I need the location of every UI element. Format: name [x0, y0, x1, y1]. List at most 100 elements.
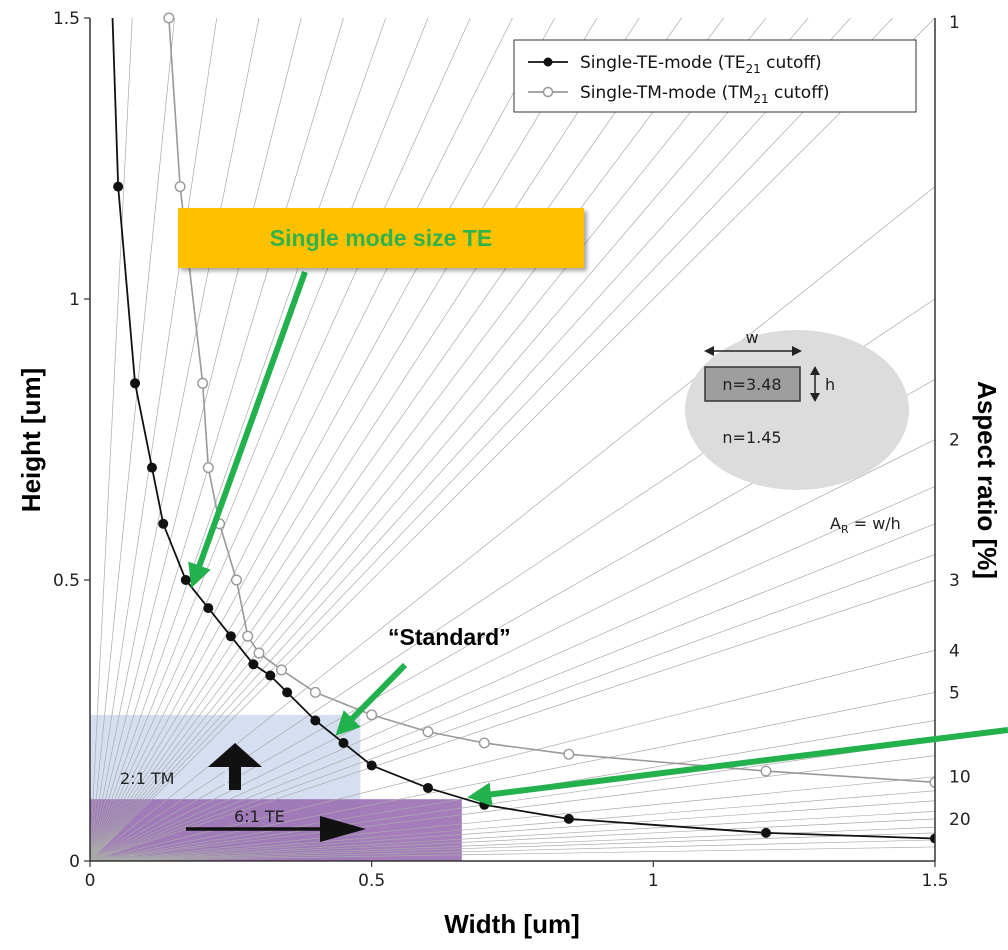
tm-point: [197, 377, 209, 389]
y-tick-label: 0.5: [53, 571, 80, 591]
te-point: [248, 659, 259, 670]
legend-tm-marker: [542, 86, 554, 98]
aspect-ratio-ray: [90, 839, 935, 861]
te-point: [265, 670, 276, 681]
y2-axis-title: Aspect ratio [%]: [972, 381, 1002, 579]
te-point: [310, 715, 321, 726]
aspect-ratio-ray: [90, 439, 935, 861]
aspect-ratio-ray: [90, 832, 935, 861]
cladding-label: n=1.45: [722, 428, 781, 447]
aspect-ratio-ray: [90, 18, 725, 861]
aspect-ratio-label: 2: [949, 431, 960, 451]
region-annotations: 2:1 TM 6:1 TE: [120, 743, 366, 842]
aspect-ratio-rays: [90, 18, 935, 861]
te-point: [282, 687, 293, 698]
single-mode-callout: Single mode size TE: [178, 208, 584, 268]
y-ticks: 0 0.5 1 1.5: [53, 9, 90, 872]
x-axis-title: Width [um]: [444, 909, 580, 939]
aspect-ratio-labels: 1 2 3 4 5 10 20: [949, 13, 971, 830]
y-tick-label: 0: [69, 852, 80, 872]
aspect-ratio-ray: [90, 755, 935, 861]
tm-point: [563, 748, 575, 760]
tm-point: [163, 12, 175, 24]
aspect-ratio-ray: [90, 800, 935, 861]
te-point: [479, 799, 490, 810]
aspect-ratio-ray: [90, 18, 598, 861]
te-point: [130, 378, 141, 389]
aspect-ratio-ray: [90, 18, 851, 861]
aspect-ratio-ray: [90, 818, 935, 861]
te-point: [338, 737, 349, 748]
aspect-ratio-ray: [90, 523, 935, 861]
tm-point: [309, 686, 321, 698]
aspect-ratio-ray: [90, 298, 935, 861]
aspect-formula-suffix: = w/h: [849, 514, 901, 533]
aspect-ratio-ray: [90, 649, 935, 861]
aspect-ratio-ray: [90, 18, 809, 861]
tm-point: [929, 776, 935, 788]
aspect-ratio-ray: [90, 18, 935, 861]
core-rect: [704, 366, 801, 402]
aspect-ratio-label: 20: [949, 810, 971, 830]
y-axis-title: Height [um]: [16, 368, 46, 512]
callout-arrows: [188, 270, 1008, 807]
aspect-ratio-ray: [90, 692, 935, 861]
waveguide-inset: w n=3.48 h n=1.45 AR = w/h: [685, 328, 909, 536]
core-label: n=3.48: [722, 375, 781, 394]
aspect-ratio-ray: [90, 790, 935, 861]
aspect-ratio-ray: [90, 811, 935, 861]
tm-point: [253, 647, 265, 659]
aspect-formula-prefix: A: [830, 514, 841, 533]
cladding-ellipse: [685, 330, 909, 490]
aspect-ratio-ray: [90, 846, 935, 861]
offscreen-arrow: [467, 727, 1008, 807]
aspect-ratio-ray: [90, 18, 894, 861]
aspect-ratio-ray: [90, 485, 935, 861]
te-right-arrow-icon: [320, 816, 366, 842]
x-ticks: 0 0.5 1 1.5: [85, 861, 949, 891]
region-label-te: 6:1 TE: [234, 807, 285, 826]
height-arrow-up-icon: [810, 366, 820, 375]
tm-point: [174, 181, 186, 193]
te-point: [563, 813, 574, 824]
aspect-ratio-ray: [90, 554, 935, 861]
single-mode-arrow: [188, 270, 308, 589]
legend-tm-sub: 21: [753, 92, 768, 106]
te-point: [225, 631, 236, 642]
legend-tm-prefix: Single-TM-mode (TM: [580, 83, 753, 103]
y-tick-label: 1.5: [53, 9, 80, 29]
x-tick-label: 1: [648, 871, 659, 891]
legend-te-label: Single-TE-mode (TE21 cutoff): [580, 53, 822, 76]
height-arrow-down-icon: [810, 393, 820, 402]
tm-point: [276, 664, 288, 676]
aspect-ratio-label: 10: [949, 768, 971, 788]
x-tick-label: 0: [85, 871, 96, 891]
legend-te-suffix: cutoff): [761, 53, 822, 73]
tm-point: [202, 462, 214, 474]
aspect-ratio-ray: [90, 740, 935, 861]
aspect-ratio-label: 1: [949, 13, 960, 33]
width-label: w: [745, 328, 758, 347]
te-point: [158, 518, 169, 529]
x-tick-label: 0.5: [358, 871, 385, 891]
tm-point: [760, 765, 772, 777]
width-arrow-right-icon: [792, 346, 802, 356]
aspect-ratio-ray: [90, 18, 513, 861]
te-point: [761, 827, 771, 838]
legend-box: [513, 39, 917, 113]
aspect-ratio-ray: [90, 18, 767, 861]
tm-point: [422, 726, 434, 738]
region-label-tm: 2:1 TM: [120, 769, 174, 788]
legend-te-marker: [543, 57, 553, 67]
aspect-ratio-ray: [90, 186, 935, 861]
tm-up-arrow-icon: [208, 743, 262, 790]
standard-arrow: [335, 662, 408, 736]
axes: [89, 18, 936, 862]
width-arrow-left-icon: [704, 346, 714, 356]
aspect-formula: AR = w/h: [830, 514, 901, 536]
legend-te-prefix: Single-TE-mode (TE: [580, 53, 745, 73]
tm-point: [230, 574, 242, 586]
te-point: [180, 575, 191, 585]
te-point: [203, 603, 214, 614]
